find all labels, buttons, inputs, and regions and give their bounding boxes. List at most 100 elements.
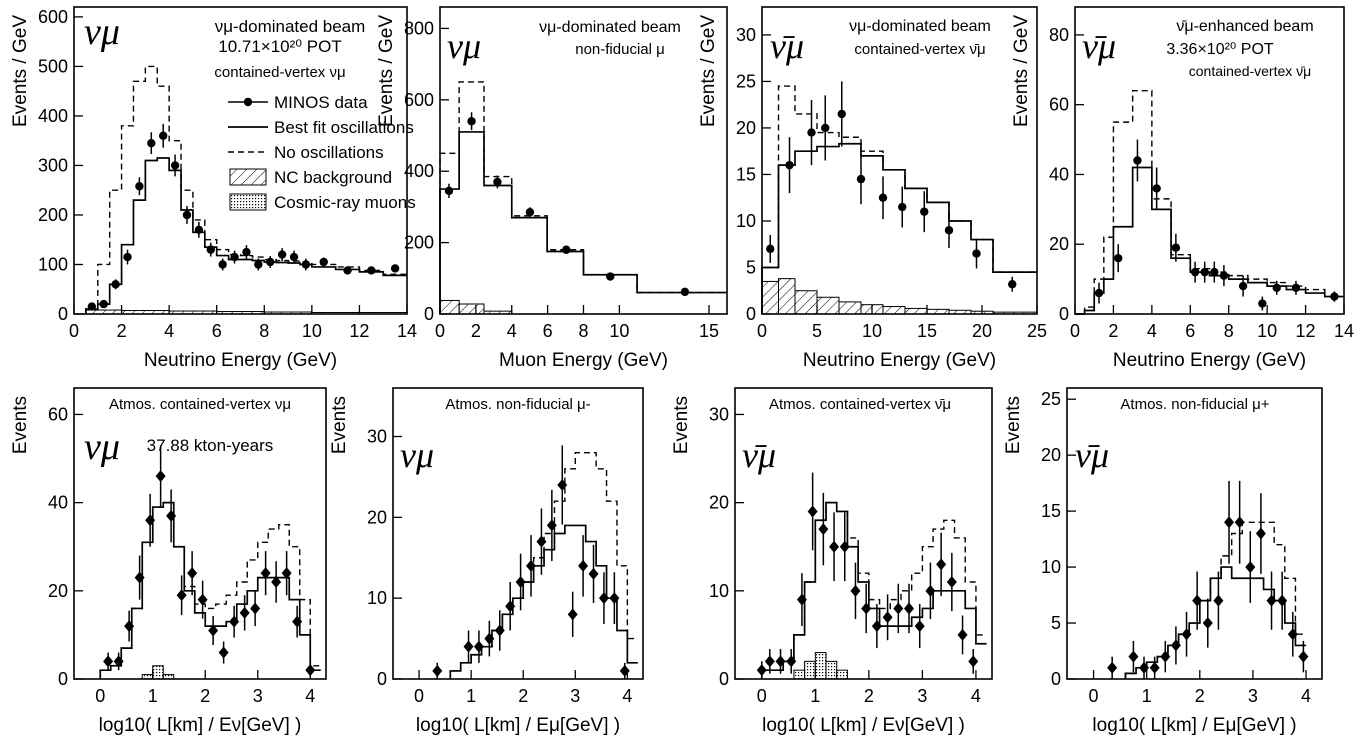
legend-swatch-box [229,193,267,211]
data-marker [1128,650,1139,663]
x-tick-label: 3 [570,686,580,706]
data-point [1107,656,1118,679]
x-tick-label: 1 [466,686,476,706]
panel-annotation: 37.88 kton-years [147,436,274,455]
legend-swatch-marker [243,97,253,107]
data-point [1133,139,1142,182]
data-point [1258,296,1267,311]
data-marker [766,244,775,254]
data-point [972,238,981,269]
y-tick-label: 0 [1051,669,1061,689]
neutrino-symbol: ν̄μ [1082,26,1116,66]
data-marker [260,567,271,580]
x-tick-label: 15 [917,321,937,341]
data-marker [914,620,925,633]
data-point [166,489,177,543]
data-point [1291,280,1301,295]
neutrino-symbol: νμ [84,11,120,53]
y-axis-label: Events / GeV [1011,15,1032,127]
no-oscillation-step-line [439,81,727,314]
data-marker [837,109,846,119]
y-axis-label: Events / GeV [698,15,719,127]
data-point [218,641,229,664]
data-point [1224,480,1235,564]
x-tick-label: 0 [435,321,445,341]
panel-annotation: Atmos. contained-vertex ν̄μ [769,396,951,413]
data-marker [898,202,907,212]
x-tick-label: 0 [95,686,105,706]
data-point [187,551,198,596]
x-tick-label: 12 [349,321,369,341]
cosmic-muon-bin [825,660,838,680]
y-tick-label: 300 [38,155,68,175]
nc-background-bin [970,310,994,315]
data-marker [818,523,829,536]
nc-background-bin [948,309,972,315]
plot-frame [392,387,644,680]
x-axis-label: log10( L[km] / Eν[GeV] ) [762,715,965,736]
x-tick-label: 8 [259,321,269,341]
x-tick-label: 2 [200,686,210,706]
data-marker [1298,650,1309,663]
y-tick-label: 200 [38,205,68,225]
x-axis-label: log10( L[km] / Eν[GeV] ) [99,715,302,736]
x-tick-label: 14 [1334,321,1354,341]
x-tick-label: 2 [1195,686,1205,706]
nc-background-bin [85,309,123,315]
y-tick-label: 60 [48,404,68,424]
data-point [250,590,261,627]
y-tick-label: 600 [38,7,68,27]
data-marker [1255,527,1266,540]
data-point [1213,571,1224,630]
legend-entry: NC background [274,168,392,187]
panel-annotation: Atmos. non-fiducial μ- [445,396,590,413]
neutrino-symbol: ν̄μ [1075,435,1109,475]
x-tick-label: 6 [543,321,553,341]
nc-background-bin [904,307,928,315]
data-marker [158,131,168,140]
y-tick-label: 40 [48,493,68,513]
data-marker [292,615,303,628]
data-point [818,492,829,566]
data-point [463,630,474,663]
nc-background-bin [358,312,408,315]
x-axis-label: Muon Energy (GeV) [499,350,668,371]
x-tick-label: 2 [864,686,874,706]
nc-background-bin [860,304,884,315]
nc-background-bin [926,308,950,315]
data-point [606,272,615,281]
data-marker [343,266,352,275]
y-tick-label: 400 [38,106,68,126]
data-marker [281,567,292,580]
y-tick-label: 400 [404,161,434,181]
data-point [821,95,830,161]
data-marker [1107,661,1118,674]
data-point [829,512,840,582]
data-point [1152,167,1161,210]
data-marker [807,128,816,137]
cosmic-muon-bin [836,669,848,680]
data-marker [103,655,114,668]
no-oscillation-step-line [449,451,638,679]
nc-background-bin [794,290,818,315]
data-marker [176,589,187,602]
y-tick-label: 20 [1041,445,1061,465]
y-tick-label: 10 [736,211,756,231]
no-oscillation-step-line [761,501,987,679]
data-point [766,234,775,263]
data-marker [1213,594,1224,607]
data-marker [271,576,282,588]
x-tick-label: 25 [1027,321,1047,341]
data-point [134,555,145,600]
panel-annotation: contained-vertex ν̄μ [854,41,985,58]
data-marker [567,608,578,621]
y-tick-label: 800 [404,18,434,38]
data-marker [944,226,954,235]
no-oscillation-step-line [1124,521,1307,679]
data-marker [606,272,615,281]
x-axis-label: Neutrino Energy (GeV) [1113,350,1306,371]
x-tick-label: 4 [622,686,632,706]
nc-background-bin [838,301,862,315]
